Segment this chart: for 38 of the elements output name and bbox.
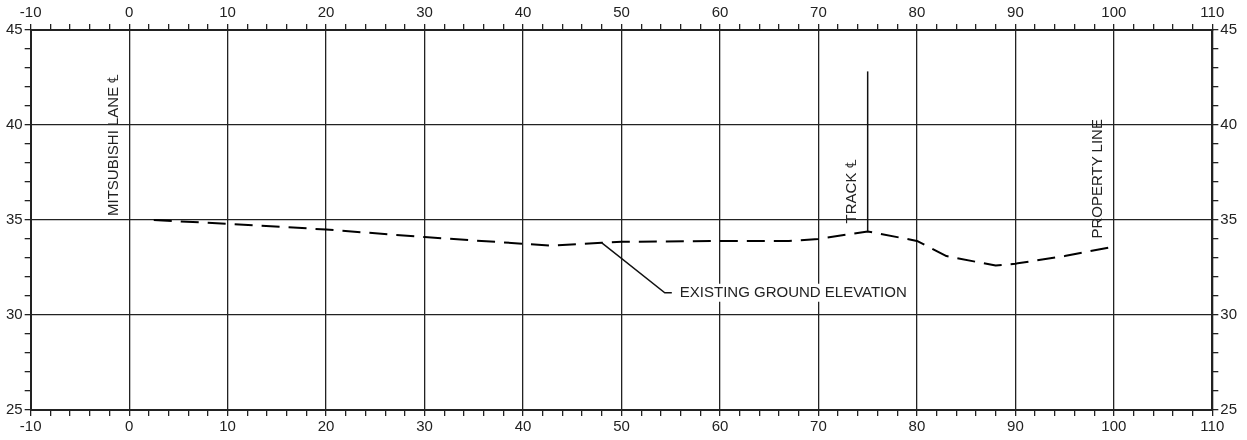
x2-tick-label: 30 [416, 3, 433, 21]
y2-tick-label: 25 [1220, 400, 1237, 418]
x2-tick-label: 40 [514, 3, 532, 21]
x2-tick-label: 70 [810, 3, 827, 21]
x-tick-label: 100 [1101, 417, 1127, 435]
y2-tick-label: 35 [1220, 210, 1237, 228]
x-tick-label: 20 [317, 417, 335, 435]
y-tick-label: 40 [6, 115, 23, 133]
x2-tick-label: 10 [219, 3, 236, 21]
x-tick-label: 70 [810, 417, 827, 435]
x-tick-label: 90 [1007, 417, 1024, 435]
annotation: PROPERTY LINE [1088, 119, 1106, 239]
x-tick-label: 60 [711, 417, 729, 435]
x-tick-label: 40 [514, 417, 532, 435]
x-tick-label: 10 [219, 417, 236, 435]
y-tick-label: 30 [6, 305, 23, 323]
x-tick-label: 0 [124, 417, 134, 435]
x2-tick-label: 90 [1007, 3, 1024, 21]
x2-tick-label: 50 [613, 3, 630, 21]
x2-tick-label: -10 [19, 3, 42, 21]
x-tick-label: 30 [416, 417, 433, 435]
y2-tick-label: 45 [1220, 20, 1237, 38]
x2-tick-label: 110 [1200, 3, 1225, 21]
x2-tick-label: 20 [317, 3, 335, 21]
x2-tick-label: 80 [908, 3, 926, 21]
y2-tick-label: 40 [1220, 115, 1237, 133]
x-tick-label: -10 [19, 417, 42, 435]
x-tick-label: 50 [613, 417, 630, 435]
x-tick-label: 110 [1200, 417, 1225, 435]
x2-tick-label: 60 [711, 3, 729, 21]
y-tick-label: 25 [6, 400, 23, 418]
x-tick-label: 80 [908, 417, 926, 435]
y-tick-label: 45 [6, 20, 23, 38]
x2-tick-label: 0 [124, 3, 134, 21]
x2-tick-label: 100 [1101, 3, 1127, 21]
y-tick-label: 35 [6, 210, 23, 228]
y2-tick-label: 30 [1220, 305, 1237, 323]
annotation: EXISTING GROUND ELEVATION [679, 282, 907, 300]
